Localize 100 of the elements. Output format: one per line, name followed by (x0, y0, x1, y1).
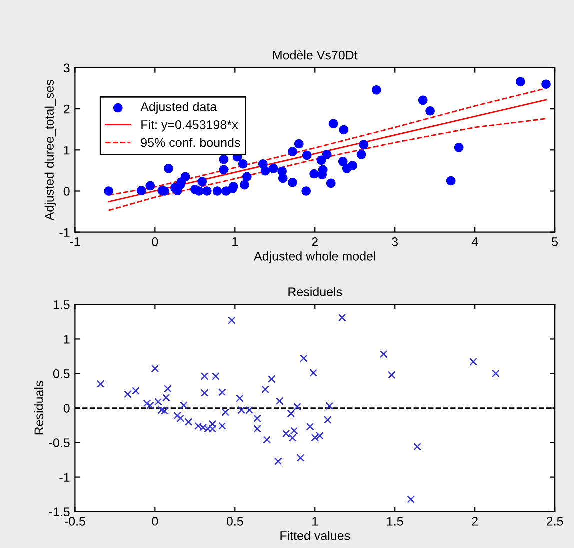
point (174, 412, 182, 420)
point (426, 106, 435, 116)
point (288, 147, 298, 156)
point (322, 150, 332, 160)
point (164, 164, 174, 174)
point (143, 400, 152, 408)
x-tick-label: 0 (152, 517, 158, 526)
point (302, 150, 312, 160)
point (260, 166, 270, 176)
point (348, 161, 358, 170)
y-tick-label: 1.5 (54, 300, 70, 310)
point (414, 443, 422, 451)
point (276, 397, 284, 406)
x-axis-title: Adjusted whole model (254, 252, 376, 264)
point (418, 96, 428, 106)
point (136, 186, 146, 196)
point (212, 186, 222, 196)
point (240, 180, 250, 190)
y-tick-label: -1 (60, 473, 70, 482)
point (372, 85, 382, 95)
point (200, 372, 209, 380)
point (180, 172, 190, 182)
point (359, 140, 369, 150)
point (254, 425, 262, 433)
x-tick-label: 5 (552, 238, 558, 246)
point (388, 371, 396, 379)
point (542, 80, 551, 90)
point (316, 156, 326, 166)
point (294, 402, 302, 411)
legend-label: Adjusted data (140, 102, 218, 114)
y-tick-label: 0.5 (53, 370, 70, 378)
y-tick-label: 3 (64, 64, 70, 73)
point (263, 436, 272, 444)
point (162, 394, 170, 402)
point (262, 386, 270, 394)
point (238, 159, 248, 169)
y-axis-title: Adjusted duree_total_ses (44, 80, 56, 221)
point (208, 420, 217, 428)
x-tick-label: 3 (392, 238, 398, 246)
x-tick-label: 2 (312, 238, 318, 246)
point (146, 181, 156, 191)
point (470, 358, 478, 366)
point (268, 375, 276, 384)
line-series (108, 118, 547, 212)
x-tick-label: 1.5 (387, 517, 404, 526)
point (202, 186, 212, 196)
point (356, 150, 366, 160)
point (160, 407, 169, 415)
y-axis-title: Residuals (34, 381, 44, 435)
point (380, 350, 388, 358)
y-tick-label: 0 (64, 404, 70, 413)
x-tick-label: -1 (70, 238, 80, 246)
x-tick-label: 4 (472, 238, 478, 246)
y-tick-label: 0 (64, 187, 70, 196)
legend-label: Fit: y=0.453198*x (142, 120, 238, 132)
point (294, 139, 304, 149)
point (446, 176, 456, 186)
point (212, 372, 220, 380)
point (104, 186, 114, 196)
point (288, 434, 297, 442)
chart-title: Modèle Vs70Dt (273, 50, 358, 60)
x-tick-label: 2.5 (547, 517, 564, 526)
point (274, 458, 282, 466)
x-tick-label: 1 (232, 238, 238, 246)
y-tick-label: 1 (64, 335, 70, 344)
point (302, 186, 311, 196)
point (158, 406, 166, 414)
y-tick-label: -1.5 (49, 508, 70, 516)
point (219, 154, 229, 164)
y-tick-label: -0.5 (49, 438, 70, 448)
point (132, 387, 140, 395)
point (184, 418, 193, 426)
x-tick-label: 0 (152, 238, 158, 246)
point (194, 186, 204, 196)
chart-title: Residuels (288, 287, 342, 296)
legend-label: 95% conf. bounds (141, 138, 240, 148)
point (242, 172, 252, 182)
point (218, 422, 226, 430)
y-tick-label: 1 (64, 146, 70, 155)
point (96, 380, 105, 388)
point (180, 402, 188, 410)
point (492, 370, 500, 378)
point (268, 164, 278, 174)
point (516, 77, 526, 87)
x-tick-label: 0.5 (226, 517, 244, 526)
point (164, 385, 172, 393)
point (287, 410, 296, 418)
point (200, 389, 209, 397)
point (219, 165, 229, 175)
point (310, 369, 318, 377)
point (300, 354, 308, 362)
point (326, 402, 334, 410)
point (176, 414, 185, 422)
point (338, 157, 348, 166)
point (324, 416, 332, 424)
point (218, 388, 226, 396)
point (254, 414, 262, 422)
point (222, 408, 230, 416)
point (306, 423, 314, 431)
point (151, 365, 160, 373)
